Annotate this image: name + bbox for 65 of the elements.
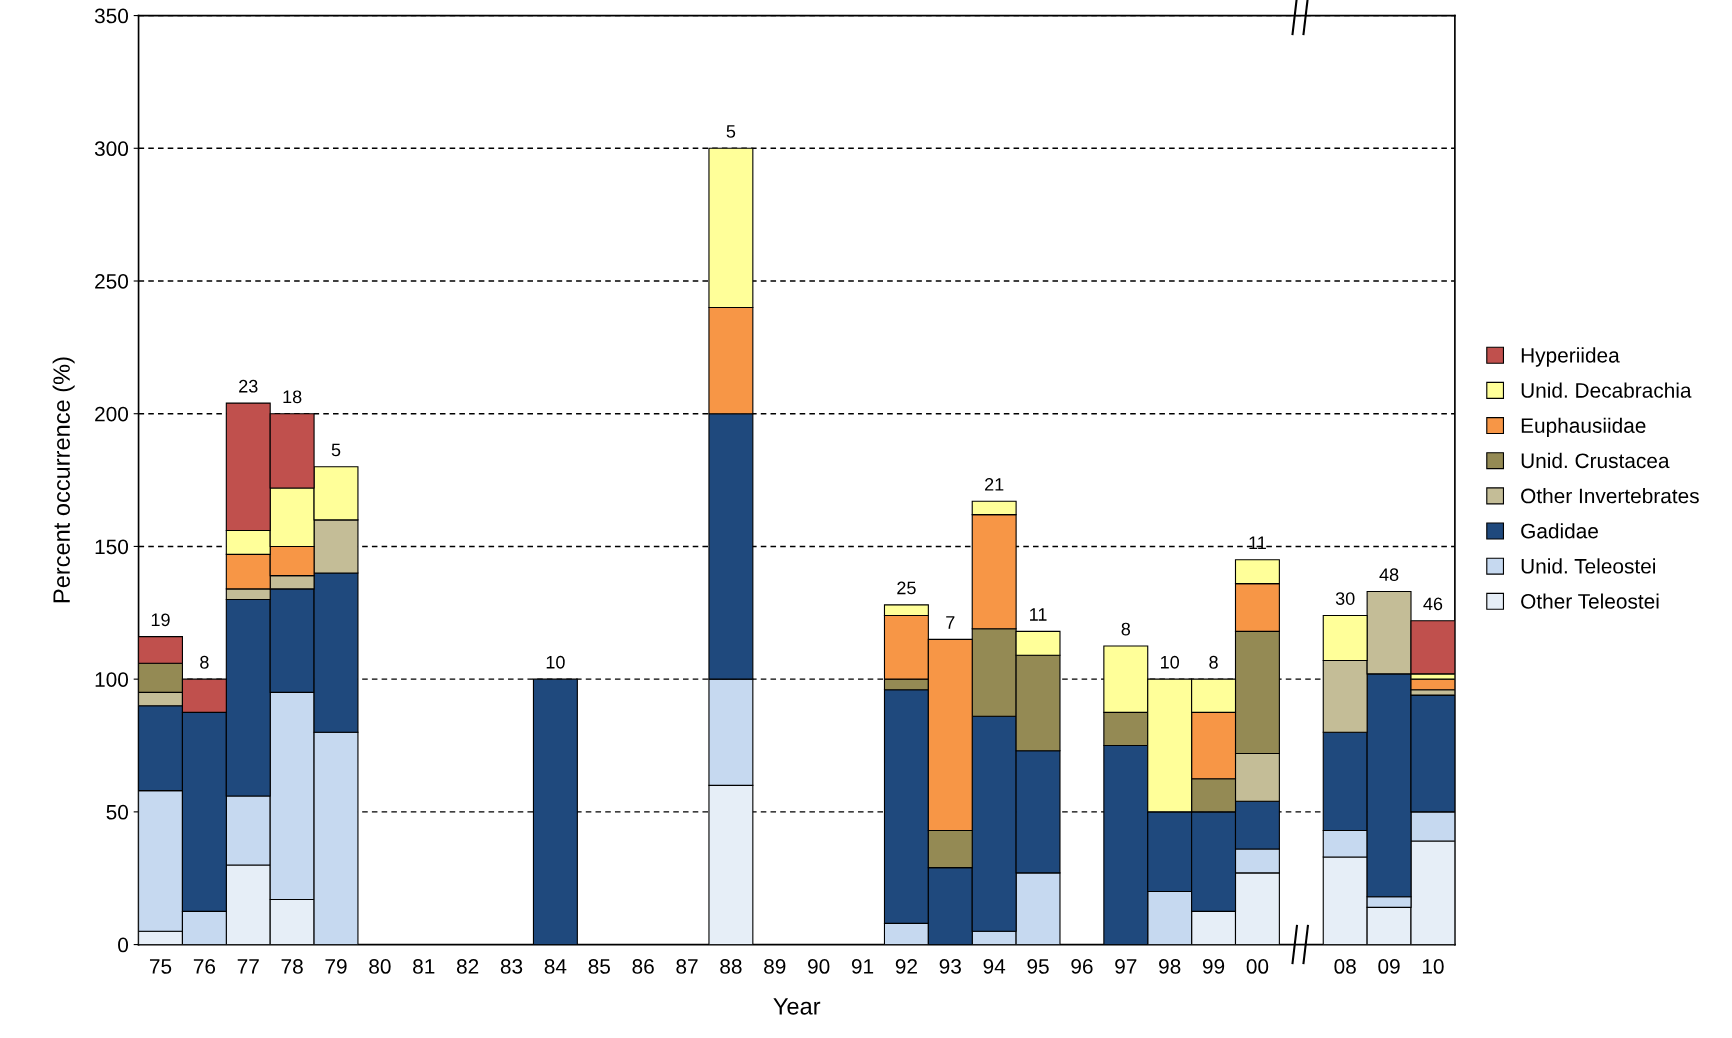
x-tick-label: 83 [500,959,523,974]
x-tick-label: 91 [851,959,874,974]
annotation: 25 [897,581,916,595]
x-tick-label: 88 [720,959,742,974]
x-tick-label: 84 [544,959,567,974]
x-tick-label: 98 [1159,959,1181,974]
annotation: 7 [946,616,955,629]
x-tick-label: 95 [1027,959,1049,974]
annotation: 8 [1121,622,1131,636]
legend-label: Other Teleostei [1521,593,1659,609]
x-tick-label: 96 [1071,959,1093,974]
annotation: 23 [239,379,258,393]
legend-label: Unid. Teleostei [1521,558,1655,574]
annotation: 18 [283,390,302,404]
y-tick-label: 300 [94,141,129,157]
annotation: 5 [726,125,736,138]
legend-label: Euphausiidae [1521,417,1646,438]
y-tick-label: 0 [118,937,129,953]
legend-label: Unid. Decabrachia [1521,382,1692,398]
annotation: 11 [1249,536,1266,550]
annotation: 48 [1379,568,1399,582]
x-tick-label: 87 [676,959,698,974]
y-tick-label: 200 [95,406,129,422]
x-tick-label: 79 [325,959,347,974]
x-tick-label: 86 [632,959,654,974]
y-tick-label: 150 [95,539,129,555]
y-tick-label: 350 [94,8,129,24]
x-tick-label: 00 [1246,959,1269,974]
x-tick-label: 82 [456,959,479,974]
x-tick-label: 08 [1334,959,1356,974]
legend-label: Unid. Crustacea [1521,452,1670,469]
legend-label: Hyperiidea [1521,347,1620,367]
x-tick-label: 85 [588,959,610,974]
x-tick-label: 97 [1115,959,1137,974]
x-tick-label: 99 [1202,959,1225,974]
y-tick-label: 100 [95,672,129,687]
x-tick-label: 75 [149,959,172,974]
x-tick-label: 10 [1422,959,1444,974]
annotation: 5 [331,443,341,457]
x-tick-label: 80 [369,959,391,974]
x-tick-label: 81 [413,959,435,974]
x-tick-label: 78 [281,959,303,974]
x-axis-title: Year [773,998,821,1015]
annotation: 8 [1209,655,1218,669]
y-tick-label: 50 [106,804,129,820]
annotation: 8 [200,655,209,669]
y-axis-title: Percent occurrence (%) [52,357,75,603]
annotation: 21 [985,478,1004,491]
x-tick-label: 94 [983,959,1006,974]
x-tick-label: 90 [808,959,830,974]
annotation: 19 [151,613,170,627]
x-tick-label: 89 [764,959,786,974]
legend-label: Gadidae [1521,523,1598,539]
x-tick-label: 77 [237,959,259,974]
y-tick-label: 250 [95,274,129,289]
legend-label: Other Invertebrates [1521,488,1699,504]
x-tick-label: 93 [939,959,961,974]
x-tick-label: 92 [895,959,917,974]
annotation: 10 [1161,655,1180,669]
x-tick-label: 09 [1378,959,1400,974]
annotation: 30 [1335,592,1355,605]
annotation: 46 [1423,597,1443,611]
x-tick-label: 76 [193,959,216,974]
annotation: 11 [1030,608,1047,621]
annotation: 10 [546,655,565,669]
